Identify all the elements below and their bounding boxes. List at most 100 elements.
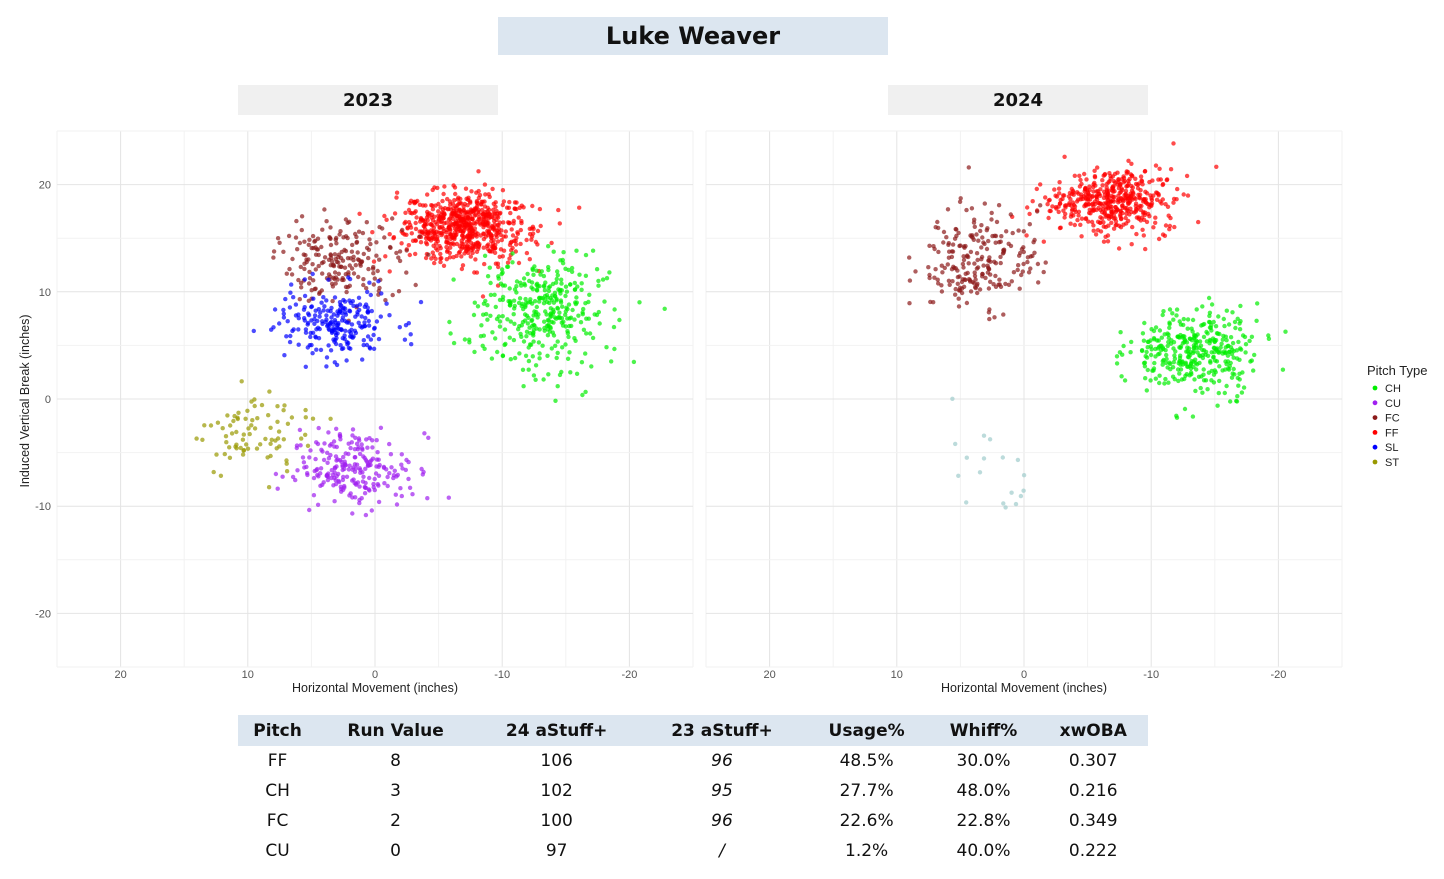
- point-ch: [552, 315, 557, 320]
- point-ff: [442, 184, 447, 189]
- point-cu: [356, 445, 361, 450]
- point-ff: [450, 211, 455, 216]
- point-fc: [926, 265, 931, 270]
- point-ch: [565, 331, 571, 336]
- point-ch: [1165, 343, 1170, 349]
- point-ff: [473, 221, 478, 226]
- point-fc: [328, 225, 333, 230]
- point-fc: [338, 229, 343, 234]
- point-ff: [557, 221, 562, 226]
- point-ch: [1181, 322, 1186, 328]
- point-sl: [317, 326, 322, 332]
- point-sl: [361, 338, 366, 343]
- point-fc: [331, 262, 336, 268]
- point-ff: [1112, 194, 1117, 200]
- point-ff: [463, 186, 469, 191]
- point-ch: [549, 346, 554, 351]
- point-ff: [556, 207, 561, 213]
- point-ff: [457, 225, 462, 230]
- point-ch: [532, 299, 538, 304]
- point-sl: [345, 342, 350, 347]
- table-row: FF 8 106 96 48.5% 30.0% 0.307: [238, 746, 1148, 776]
- point-st: [208, 423, 214, 428]
- point-fc: [1021, 229, 1026, 234]
- point-ch: [521, 306, 526, 312]
- point-ch: [559, 281, 564, 286]
- point-ch: [530, 354, 535, 359]
- point-fc: [307, 269, 312, 275]
- point-ch: [662, 306, 667, 311]
- point-ff: [423, 240, 429, 245]
- point-ch: [1157, 380, 1162, 386]
- point-ch: [472, 349, 477, 355]
- point-st: [224, 440, 229, 445]
- point-ff: [1196, 219, 1201, 225]
- point-ff: [1137, 192, 1143, 197]
- point-ff: [480, 294, 486, 299]
- point-ch: [467, 340, 472, 345]
- point-ch: [1208, 338, 1213, 343]
- point-ff: [485, 223, 491, 229]
- point-sl: [365, 305, 370, 310]
- point-st: [245, 446, 251, 451]
- point-ff: [1105, 233, 1111, 238]
- point-ff: [1119, 196, 1124, 201]
- point-ch: [1203, 352, 1208, 357]
- point-sl: [379, 291, 384, 296]
- point-ff: [1125, 199, 1131, 204]
- point-cu: [319, 447, 324, 452]
- point-st: [276, 429, 282, 434]
- point-ch: [1175, 334, 1181, 339]
- point-ch: [1184, 340, 1190, 345]
- header-usage: Usage%: [804, 715, 929, 746]
- point-sl: [339, 346, 345, 352]
- point-ch: [1211, 355, 1216, 360]
- point-ff: [438, 246, 443, 251]
- point-sl: [303, 327, 309, 332]
- point-ch: [546, 288, 552, 294]
- point-ch: [1201, 378, 1207, 383]
- point-ch: [1235, 375, 1241, 381]
- point-ch: [1204, 329, 1209, 335]
- point-fc: [966, 261, 971, 266]
- point-ch: [579, 281, 584, 286]
- point-ch: [1176, 378, 1181, 384]
- point-ff: [1045, 202, 1050, 207]
- point-ff: [486, 213, 491, 219]
- point-ff: [1062, 215, 1067, 220]
- point-ff: [452, 198, 457, 203]
- point-ff: [422, 218, 428, 223]
- point-ch: [1179, 377, 1185, 382]
- point-cu: [336, 479, 342, 485]
- point-ff: [1166, 213, 1171, 218]
- point-ch: [555, 273, 560, 278]
- point-cu: [398, 486, 403, 491]
- point-fc: [1021, 261, 1026, 267]
- point-ch: [471, 312, 477, 318]
- point-ff: [1128, 206, 1133, 211]
- point-sl: [301, 307, 307, 312]
- point-ff: [506, 220, 511, 225]
- point-fc: [394, 250, 399, 256]
- point-ff: [1070, 200, 1076, 205]
- point-cu: [337, 433, 343, 439]
- point-ch: [1158, 343, 1163, 348]
- point-ch: [1139, 348, 1145, 354]
- point-ff: [1141, 197, 1147, 202]
- point-ch: [1186, 346, 1192, 351]
- point-fc: [972, 224, 977, 229]
- point-fc: [322, 207, 327, 212]
- point-ch: [1148, 352, 1154, 358]
- point-fc: [933, 225, 938, 230]
- point-cu: [372, 487, 377, 493]
- point-sl: [287, 305, 293, 310]
- point-cu: [384, 467, 389, 472]
- point-ff: [1079, 216, 1085, 221]
- point-fc: [364, 286, 369, 291]
- point-ff: [1109, 199, 1114, 204]
- point-ff: [1151, 193, 1156, 198]
- point-fc: [334, 235, 339, 241]
- point-st: [259, 402, 265, 408]
- point-ch: [1204, 339, 1210, 344]
- point-sl: [367, 345, 372, 350]
